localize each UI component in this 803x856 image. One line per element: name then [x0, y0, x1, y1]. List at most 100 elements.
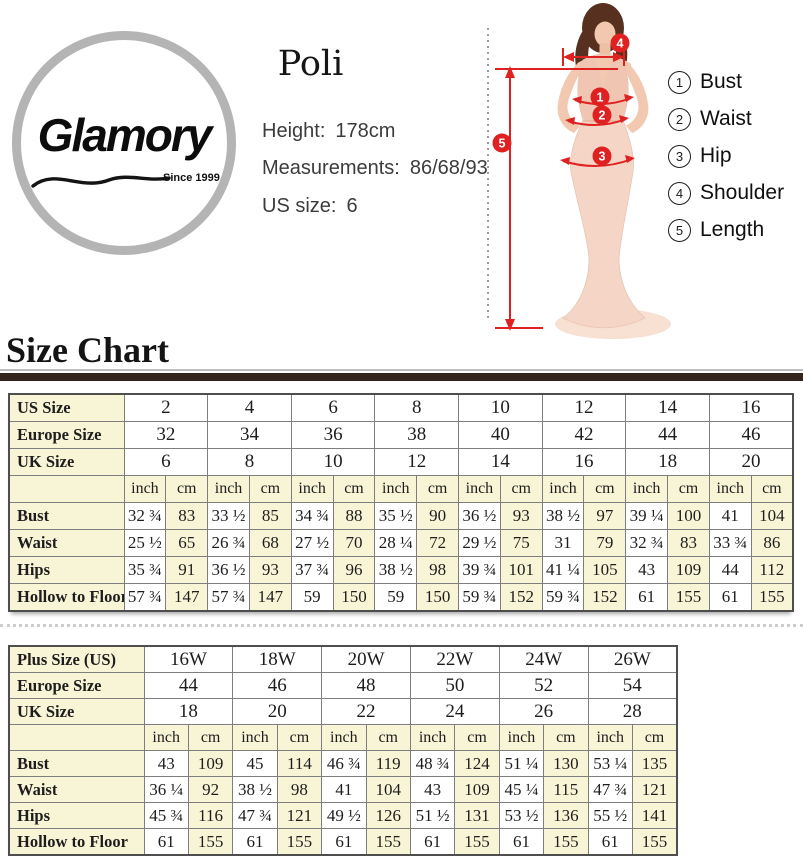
- plus-chart-unit-inch: inch: [587, 724, 633, 751]
- size-chart-unit-inch: inch: [458, 475, 501, 503]
- legend-item-waist: 2 Waist: [668, 106, 784, 132]
- size-chart-row-label: US Size: [8, 393, 125, 422]
- plus-chart-data-row: Hollow to Floor 61 155 61 155 61 155 61 155 61 155…: [8, 828, 678, 856]
- size-chart-cm-value: 86: [750, 529, 794, 557]
- size-chart-row-label: Waist: [8, 529, 125, 557]
- plus-chart-inch-value: 51 ½: [409, 802, 456, 829]
- size-chart-size-value: 4: [207, 393, 292, 422]
- size-chart-data-row: Bust 32 ¾ 83 33 ½ 85 34 ¾ 88 35 ½ 90 36 ½ 93 38 ½ 97…: [8, 502, 794, 530]
- size-chart-cm-value: 97: [583, 502, 627, 530]
- plus-chart-size-value: 20: [232, 698, 323, 725]
- size-chart-size-value: 34: [207, 421, 292, 449]
- plus-chart-inch-value: 41: [321, 776, 367, 803]
- plus-chart-inch-value: 61: [232, 828, 278, 856]
- legend-number-icon: 4: [668, 181, 691, 205]
- plus-chart-inch-value: 43: [409, 776, 456, 803]
- size-chart-size-value: 46: [708, 421, 794, 449]
- size-chart-unit-cm: cm: [583, 475, 627, 503]
- size-chart-inch-value: 39 ¼: [625, 502, 669, 530]
- size-chart-cm-value: 91: [165, 556, 209, 584]
- plus-chart-size-value: 22W: [409, 645, 500, 673]
- size-chart-unit-inch: inch: [541, 475, 585, 503]
- svg-text:2: 2: [599, 109, 606, 123]
- plus-chart-size-value: 52: [498, 672, 589, 699]
- size-chart-unit-cm: cm: [499, 475, 543, 503]
- size-chart-cm-value: 93: [499, 502, 543, 530]
- measurements-line: Measurements: 86/68/93: [262, 157, 488, 181]
- size-chart-cm-value: 150: [416, 583, 459, 612]
- plus-chart-data-row: Waist 36 ¼ 92 38 ½ 98 41 104 43 109 45 ¼ 115 47 ¾ 12…: [8, 776, 678, 803]
- plus-chart-unit-cm: cm: [631, 724, 678, 751]
- plus-chart-unit-inch: inch: [232, 724, 278, 751]
- plus-chart-inch-value: 47 ¾: [587, 776, 633, 803]
- plus-chart-cm-value: 121: [631, 776, 678, 803]
- size-chart-size-value: 18: [625, 448, 710, 476]
- plus-chart-cm-value: 136: [543, 802, 589, 829]
- plus-chart-unit-cm: cm: [276, 724, 323, 751]
- size-chart-inch-value: 43: [625, 556, 669, 584]
- divider-thick: [0, 373, 803, 381]
- plus-chart-inch-value: 61: [409, 828, 456, 856]
- plus-chart-cm-value: 131: [454, 802, 500, 829]
- size-chart-inch-value: 36 ½: [207, 556, 250, 584]
- plus-chart-row-label: Hollow to Floor: [8, 828, 145, 856]
- plus-chart-cm-value: 116: [187, 802, 234, 829]
- plus-chart-row-label: Plus Size (US): [8, 645, 145, 673]
- size-chart-unit-cm: cm: [248, 475, 292, 503]
- plus-chart-size-row: UK Size 18 20 22 24 26 28: [8, 698, 678, 725]
- size-chart-cm-value: 152: [499, 583, 543, 612]
- size-chart-inch-value: 36 ½: [458, 502, 501, 530]
- plus-chart-size-value: 18W: [232, 645, 323, 673]
- size-chart-data-row: Hollow to Floor 57 ¾ 147 57 ¾ 147 59 150 59 150 5…: [8, 583, 794, 612]
- size-chart-size-value: 44: [625, 421, 710, 449]
- legend-label: Bust: [700, 70, 743, 93]
- size-chart-cm-value: 83: [667, 529, 710, 557]
- us-size-value: 6: [346, 195, 358, 217]
- plus-chart-cm-value: 104: [365, 776, 411, 803]
- size-chart-inch-value: 29 ½: [458, 529, 501, 557]
- model-measurement-diagram: 4 1 2 3 5: [487, 3, 671, 339]
- size-chart-row-label: Hips: [8, 556, 125, 584]
- plus-chart-data-row: Hips 45 ¾ 116 47 ¾ 121 49 ½ 126 51 ½ 131 53 ½ 136 5…: [8, 802, 678, 829]
- plus-chart-inch-value: 47 ¾: [232, 802, 278, 829]
- size-chart-row-label: Europe Size: [8, 421, 125, 449]
- legend-number-icon: 3: [668, 144, 691, 168]
- size-chart-inch-value: 38 ½: [374, 556, 418, 584]
- size-chart-cm-value: 100: [667, 502, 710, 530]
- plus-chart-inch-value: 45: [232, 750, 278, 777]
- size-chart-size-value: 8: [374, 393, 459, 422]
- plus-chart-cm-value: 114: [276, 750, 323, 777]
- size-chart-unit-cm: cm: [416, 475, 459, 503]
- size-chart-cm-value: 83: [165, 502, 209, 530]
- size-chart-inch-value: 41: [708, 502, 752, 530]
- plus-chart-inch-value: 45 ¾: [143, 802, 189, 829]
- size-chart-cm-value: 147: [165, 583, 209, 612]
- size-chart-inch-value: 59: [290, 583, 334, 612]
- bust-marker-badge: [590, 87, 610, 107]
- size-chart-cm-value: 104: [750, 502, 794, 530]
- plus-chart-units-label: [8, 724, 145, 751]
- size-chart-inch-value: 57 ¾: [207, 583, 250, 612]
- measurements-value: 86/68/93: [409, 157, 488, 179]
- plus-chart-cm-value: 126: [365, 802, 411, 829]
- plus-chart-unit-inch: inch: [321, 724, 367, 751]
- plus-chart-size-value: 22: [321, 698, 411, 725]
- size-chart-cm-value: 150: [332, 583, 376, 612]
- size-chart-inch-value: 33 ½: [207, 502, 250, 530]
- plus-chart-cm-value: 135: [631, 750, 678, 777]
- plus-chart-size-value: 20W: [321, 645, 411, 673]
- size-chart-size-value: 16: [708, 393, 794, 422]
- model-photo: 4 1 2 3 5: [455, 0, 695, 345]
- size-chart-size-value: 20: [708, 448, 794, 476]
- size-chart-cm-value: 152: [583, 583, 627, 612]
- size-chart-data-row: Waist 25 ½ 65 26 ¾ 68 27 ½ 70 28 ¼ 72 29 ½ 75 31 79 3…: [8, 529, 794, 557]
- size-chart-units-label: [8, 475, 125, 503]
- size-chart-inch-value: 44: [708, 556, 752, 584]
- us-size-line: US size: 6: [262, 195, 358, 219]
- plus-chart-size-value: 50: [409, 672, 500, 699]
- plus-chart-inch-value: 38 ½: [232, 776, 278, 803]
- plus-chart-row-label: Waist: [8, 776, 145, 803]
- waist-marker-badge: [592, 105, 612, 125]
- plus-chart-size-row: Europe Size 44 46 48 50 52 54: [8, 672, 678, 699]
